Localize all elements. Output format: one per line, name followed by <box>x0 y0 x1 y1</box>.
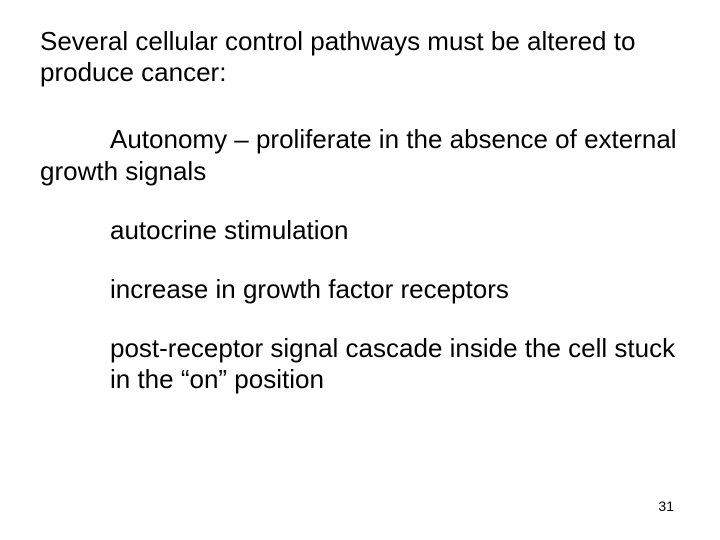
slide: Several cellular control pathways must b… <box>0 0 720 540</box>
autonomy-text: Autonomy – proliferate in the absence of… <box>40 124 677 185</box>
list-item: post-receptor signal cascade inside the … <box>40 333 680 395</box>
list-item: increase in growth factor receptors <box>40 274 680 305</box>
slide-heading: Several cellular control pathways must b… <box>40 26 680 88</box>
list-item: autocrine stimulation <box>40 215 680 246</box>
autonomy-paragraph: Autonomy – proliferate in the absence of… <box>40 124 680 186</box>
page-number: 31 <box>658 498 674 514</box>
